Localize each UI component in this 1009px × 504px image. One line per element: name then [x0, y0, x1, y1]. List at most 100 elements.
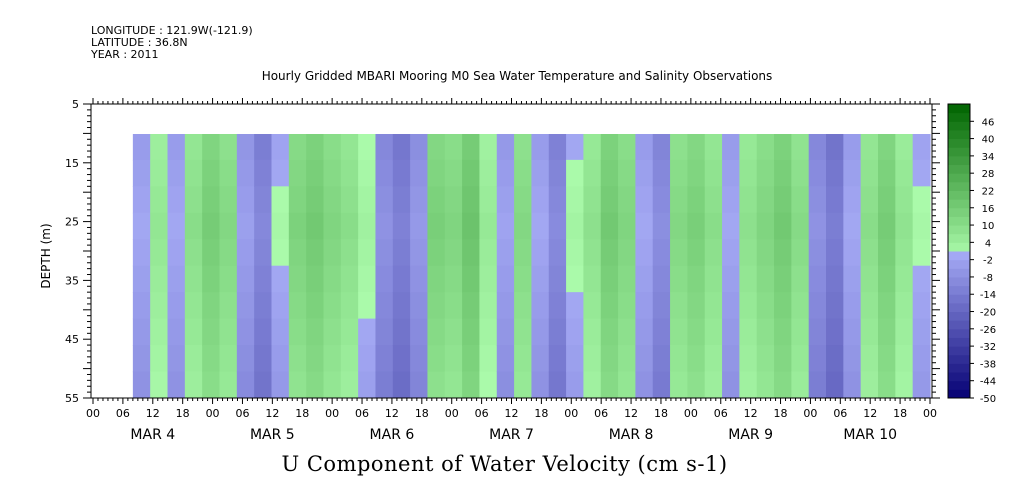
heatmap-cell: [340, 186, 359, 214]
heatmap-cell: [427, 292, 446, 320]
heatmap-cell: [410, 239, 429, 267]
heatmap-cell: [635, 292, 654, 320]
heatmap-cell: [375, 371, 394, 398]
heatmap-cell: [843, 239, 862, 267]
heatmap-cell: [392, 134, 411, 161]
heatmap-cell: [618, 265, 636, 293]
heatmap-cell: [808, 239, 827, 267]
heatmap-cells: [132, 134, 931, 398]
heatmap-cell: [756, 371, 775, 398]
heatmap-cell: [375, 159, 394, 187]
heatmap-cell: [808, 371, 827, 398]
heatmap-cell: [704, 159, 723, 187]
heatmap-cell: [271, 212, 290, 240]
colorbar-swatch: [948, 363, 970, 373]
colorbar-tick-label: 16: [982, 204, 995, 215]
heatmap-cell: [496, 371, 515, 398]
heatmap-cell: [323, 265, 342, 293]
heatmap-cell: [358, 265, 377, 293]
colorbar-swatch: [948, 164, 970, 174]
longitude-label: LONGITUDE : 121.9W(-121.9): [91, 24, 253, 37]
x-tick-label: 12: [624, 407, 638, 420]
heatmap-cell: [652, 186, 671, 214]
colorbar-tick-label: -32: [980, 342, 996, 353]
heatmap-cell: [808, 159, 827, 187]
heatmap-cell: [878, 159, 896, 187]
heatmap-cell: [462, 292, 481, 320]
heatmap-cell: [150, 318, 169, 346]
heatmap-cell: [496, 292, 515, 320]
heatmap-cell: [254, 265, 273, 293]
heatmap-cell: [791, 159, 810, 187]
x-tick-label: 12: [265, 407, 279, 420]
heatmap-cell: [514, 212, 533, 240]
heatmap-cell: [687, 186, 706, 214]
heatmap-cell: [600, 186, 619, 214]
heatmap-cell: [756, 134, 775, 161]
heatmap-cell: [150, 239, 169, 267]
heatmap-cell: [566, 186, 585, 214]
heatmap-cell: [652, 265, 671, 293]
heatmap-cell: [132, 186, 151, 214]
heatmap-cell: [739, 239, 758, 267]
heatmap-cell: [808, 345, 827, 373]
heatmap-cell: [496, 345, 515, 373]
heatmap-cell: [860, 371, 879, 398]
heatmap-cell: [132, 134, 151, 161]
heatmap-cell: [184, 134, 203, 161]
heatmap-cell: [566, 265, 585, 293]
heatmap-cell: [722, 265, 740, 293]
heatmap-cell: [600, 292, 619, 320]
heatmap-cell: [912, 212, 931, 240]
heatmap-cell: [860, 212, 879, 240]
heatmap-cell: [219, 186, 238, 214]
heatmap-cell: [444, 212, 463, 240]
heatmap-cell: [392, 186, 411, 214]
heatmap-cell: [427, 345, 446, 373]
heatmap-cell: [479, 186, 498, 214]
heatmap-cell: [878, 265, 896, 293]
x-tick-label: 18: [654, 407, 668, 420]
heatmap-cell: [462, 345, 481, 373]
x-tick-label: 06: [594, 407, 608, 420]
heatmap-cell: [722, 212, 740, 240]
heatmap-cell: [843, 345, 862, 373]
heatmap-cell: [791, 265, 810, 293]
heatmap-cell: [167, 134, 186, 161]
heatmap-cell: [895, 212, 914, 240]
heatmap-cell: [219, 371, 238, 398]
colorbar-swatch: [948, 138, 970, 148]
heatmap-cell: [236, 292, 255, 320]
heatmap-cell: [895, 371, 914, 398]
heatmap-cell: [687, 134, 706, 161]
heatmap-cell: [635, 318, 654, 346]
heatmap-cell: [254, 292, 273, 320]
heatmap-cell: [236, 345, 255, 373]
heatmap-cell: [548, 159, 567, 187]
heatmap-cell: [444, 292, 463, 320]
heatmap-cell: [756, 159, 775, 187]
heatmap-cell: [583, 318, 602, 346]
heatmap-cell: [202, 186, 221, 214]
colorbar-swatch: [948, 233, 970, 243]
heatmap-cell: [843, 371, 862, 398]
heatmap-cell: [618, 134, 636, 161]
heatmap-cell: [514, 371, 533, 398]
colorbar-swatch: [948, 311, 970, 321]
heatmap-cell: [618, 318, 636, 346]
heatmap-cell: [774, 159, 792, 187]
heatmap-cell: [704, 371, 723, 398]
heatmap-cell: [496, 212, 515, 240]
heatmap-cell: [566, 212, 585, 240]
heatmap-cell: [358, 345, 377, 373]
heatmap-cell: [895, 265, 914, 293]
heatmap-cell: [895, 186, 914, 214]
colorbar-tick-label: 28: [982, 169, 995, 180]
colorbar: 46 40 34 28 22 16 10 4 -2 -8 -14 -20 -26 -32 -38 -44 -50: [947, 103, 996, 405]
heatmap-cell: [479, 239, 498, 267]
colorbar-swatch: [948, 372, 970, 382]
heatmap-cell: [791, 292, 810, 320]
heatmap-cell: [704, 186, 723, 214]
heatmap-cell: [150, 186, 169, 214]
heatmap-cell: [340, 212, 359, 240]
